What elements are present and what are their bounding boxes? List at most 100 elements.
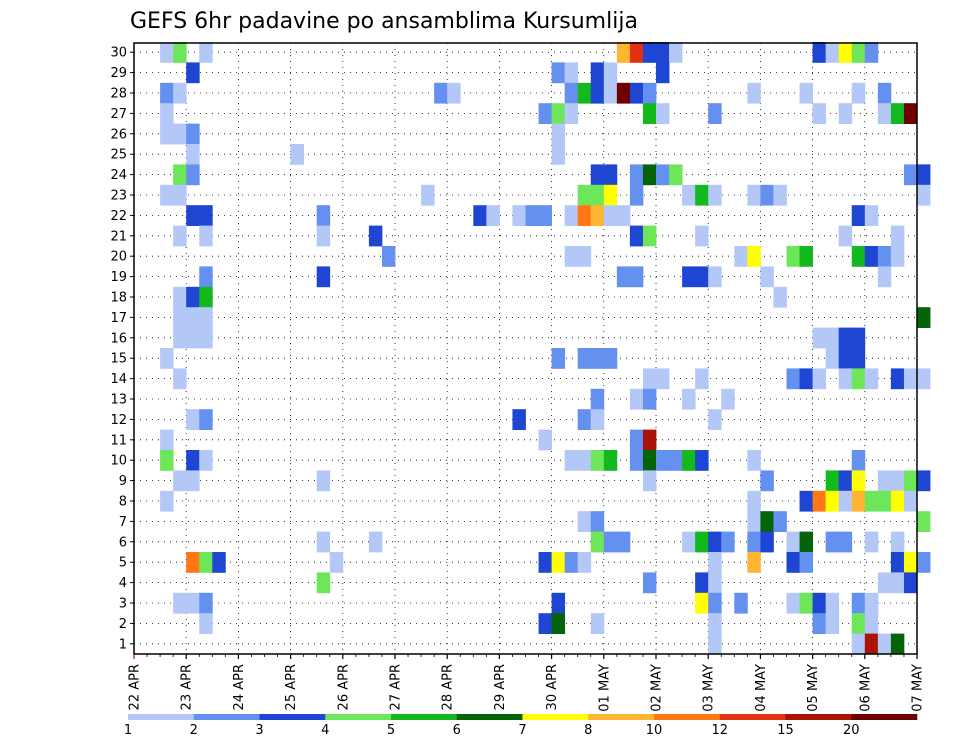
heatmap-cell: [825, 470, 840, 492]
heatmap-cell: [851, 327, 866, 349]
heatmap-cell: [799, 368, 813, 390]
x-tick-label: 29 APR: [493, 664, 508, 710]
heatmap-cell: [682, 184, 696, 206]
legend-color-swatch: [719, 714, 786, 720]
heatmap-cell: [851, 613, 866, 634]
heatmap-cell: [786, 531, 800, 553]
chart-title: GEFS 6hr padavine po ansamblima Kursumli…: [130, 9, 638, 34]
legend-color-swatch: [391, 714, 458, 720]
heatmap-cell: [695, 592, 709, 614]
heatmap-cell: [851, 82, 866, 104]
x-tick-label: 06 MAY: [858, 664, 873, 712]
heatmap-cell: [590, 450, 605, 471]
heatmap-cell: [629, 42, 644, 63]
heatmap-cell: [538, 429, 552, 451]
heatmap-cell: [669, 42, 683, 63]
y-tick-label: 22: [110, 209, 127, 224]
heatmap-cell: [760, 531, 774, 553]
heatmap-cell: [629, 450, 644, 471]
y-tick-label: 29: [110, 66, 127, 81]
legend-color-swatch: [193, 714, 260, 720]
heatmap-cell: [173, 42, 187, 63]
legend-color-swatch: [456, 714, 523, 720]
heatmap-cell: [864, 205, 879, 226]
heatmap-cell: [890, 470, 905, 492]
heatmap-cell: [577, 511, 592, 532]
heatmap-cell: [160, 42, 174, 63]
heatmap-cell: [616, 531, 631, 553]
heatmap-cell: [538, 205, 552, 226]
y-tick-label: 3: [119, 597, 127, 612]
heatmap-cell: [551, 348, 566, 369]
heatmap-cell: [473, 205, 487, 226]
heatmap-cell: [656, 368, 670, 390]
legend-label: 6: [453, 723, 461, 738]
heatmap-cell: [199, 552, 213, 573]
heatmap-cell: [721, 531, 735, 553]
heatmap-cell: [577, 184, 592, 206]
heatmap-cell: [747, 490, 761, 512]
heatmap-cell: [160, 490, 174, 512]
heatmap-cell: [669, 450, 683, 471]
heatmap-cell: [682, 531, 696, 553]
heatmap-cell: [564, 246, 579, 267]
heatmap-cell: [173, 184, 187, 206]
heatmap-cell: [877, 82, 892, 104]
y-tick-label: 18: [110, 291, 127, 306]
heatmap-cell: [695, 184, 709, 206]
heatmap-cell: [173, 164, 187, 186]
heatmap-cell: [917, 552, 931, 573]
heatmap-cell: [851, 633, 866, 655]
y-tick-label: 11: [110, 433, 127, 448]
heatmap-cell: [616, 205, 631, 226]
legend-label: 7: [518, 723, 526, 738]
heatmap-cell: [629, 184, 644, 206]
heatmap-cell: [199, 266, 213, 288]
heatmap-cell: [708, 633, 722, 655]
heatmap-cell: [747, 531, 761, 553]
heatmap-cell: [851, 246, 866, 267]
heatmap-cell: [890, 490, 905, 512]
heatmap-cell: [642, 82, 657, 104]
heatmap-cell: [173, 286, 187, 308]
heatmap-cell: [551, 123, 566, 145]
heatmap-cell: [747, 184, 761, 206]
x-tick-label: 01 MAY: [597, 664, 612, 712]
x-tick-label: 07 MAY: [911, 664, 926, 712]
heatmap-cell: [603, 450, 618, 471]
heatmap-cell: [590, 62, 605, 84]
heatmap-cell: [173, 123, 187, 145]
heatmap-cell: [512, 205, 526, 226]
y-tick-label: 23: [110, 189, 127, 204]
y-tick-label: 13: [110, 393, 127, 408]
heatmap-cell: [590, 184, 605, 206]
heatmap-cell: [903, 164, 918, 186]
heatmap-cell: [838, 327, 853, 349]
heatmap-cell: [825, 490, 840, 512]
heatmap-cell: [734, 246, 748, 267]
y-tick-label: 9: [119, 474, 127, 489]
heatmap-cell: [173, 327, 187, 349]
heatmap-cell: [812, 368, 827, 390]
heatmap-cell: [656, 62, 670, 84]
heatmap-cell: [577, 409, 592, 430]
y-tick-label: 28: [110, 87, 127, 102]
legend-color-swatch: [654, 714, 721, 720]
heatmap-cell: [708, 531, 722, 553]
heatmap-cell: [825, 42, 840, 63]
heatmap-cell: [551, 103, 566, 124]
heatmap-cell: [825, 327, 840, 349]
heatmap-cell: [368, 225, 383, 247]
heatmap-cell: [903, 552, 918, 573]
heatmap-cell: [669, 164, 683, 186]
heatmap-cell: [747, 552, 761, 573]
heatmap-cell: [812, 592, 827, 614]
heatmap-cell: [590, 388, 605, 410]
x-tick-label: 28 APR: [441, 664, 456, 710]
heatmap-cell: [603, 531, 618, 553]
heatmap-cell: [708, 184, 722, 206]
heatmap-cell: [199, 450, 213, 471]
heatmap-cell: [173, 82, 187, 104]
heatmap-cell: [864, 246, 879, 267]
x-tick-label: 30 APR: [545, 664, 560, 710]
